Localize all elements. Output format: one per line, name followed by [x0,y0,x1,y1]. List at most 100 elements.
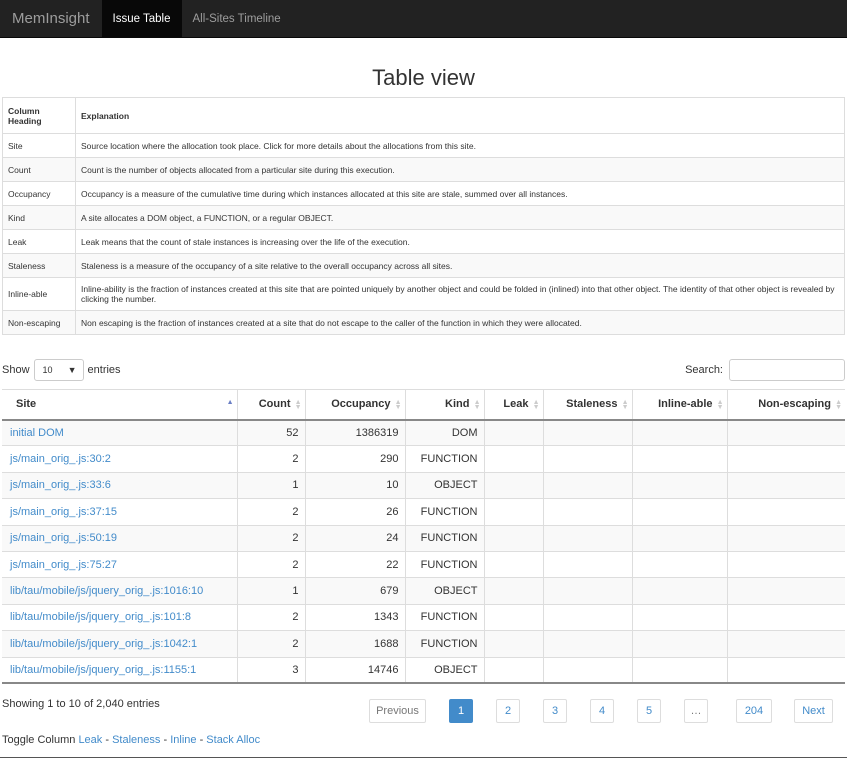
cell-leak [483,524,543,552]
cell-inline-able [631,630,727,658]
cell-staleness [542,445,632,473]
explanation-cell: Non escaping is the fraction of instance… [75,310,845,335]
site-link[interactable]: lib/tau/mobile/js/jquery_orig_.js:1155:1 [10,663,197,676]
cell-count: 52 [236,418,305,446]
column-header-non-escaping[interactable]: Non-escaping ▲ ▼ [726,389,845,421]
next-button[interactable]: Next [794,699,833,723]
nav-issue-table[interactable]: Issue Table [101,0,182,37]
brand[interactable]: MemInsight [12,10,90,27]
cell-inline-able [631,471,727,499]
cell-staleness [542,603,632,631]
cell-occupancy: 26 [304,498,405,526]
toggle-stack-alloc[interactable]: Stack Alloc [206,734,261,746]
sort-both-icon: ▲ ▼ [621,399,629,411]
site-link[interactable]: js/main_orig_.js:33:6 [10,479,111,492]
page-button-2[interactable]: 2 [496,699,520,723]
column-header-inline-able[interactable]: Inline-able ▲ ▼ [631,389,727,421]
explanation-header-row: Column Heading Explanation [2,97,845,134]
table-row: js/main_orig_.js:50:19 2 24 FUNCTION [2,524,845,552]
page-size-select[interactable]: 10 ▼ [33,359,84,381]
site-link[interactable]: js/main_orig_.js:37:15 [10,505,118,518]
navbar: MemInsight Issue Table All-Sites Timelin… [0,0,847,38]
column-header-kind[interactable]: Kind ▲ ▼ [404,389,484,421]
sort-both-icon: ▲ ▼ [394,399,402,411]
page-button-4[interactable]: 4 [590,699,614,723]
site-link[interactable]: lib/tau/mobile/js/jquery_orig_.js:1016:1… [10,585,204,598]
page-button-3[interactable]: 3 [543,699,567,723]
search-input[interactable] [729,359,845,381]
page-length-control: Show 10 ▼ entries [2,359,121,381]
column-header-label: Non-escaping [758,398,831,411]
toggle-leak[interactable]: Leak [78,734,103,746]
cell-kind: OBJECT [404,577,484,605]
cell-staleness [542,577,632,605]
cell-site[interactable]: js/main_orig_.js:37:15 [2,498,237,526]
cell-site[interactable]: js/main_orig_.js:30:2 [2,445,237,473]
cell-non-escaping [726,630,845,658]
cell-kind: FUNCTION [404,498,484,526]
explanation-row: Inline-able Inline-ability is the fractio… [2,277,845,311]
page-button-204[interactable]: 204 [736,699,772,723]
site-link[interactable]: js/main_orig_.js:75:27 [10,558,118,571]
site-link[interactable]: initial DOM [10,426,64,439]
page-button-1[interactable]: 1 [449,699,473,723]
cell-inline-able [631,418,727,446]
column-header-occupancy[interactable]: Occupancy ▲ ▼ [304,389,405,421]
explanation-row: Kind A site allocates a DOM object, a FUN… [2,205,845,230]
cell-inline-able [631,603,727,631]
cell-site[interactable]: lib/tau/mobile/js/jquery_orig_.js:1155:1 [2,656,237,685]
sort-both-icon: ▲ ▼ [473,399,481,411]
toggle-staleness[interactable]: Staleness [112,734,161,746]
column-header-staleness[interactable]: Staleness ▲ ▼ [542,389,632,421]
column-header-site[interactable]: Site ▲ [2,389,237,421]
cell-non-escaping [726,656,845,685]
column-header-leak[interactable]: Leak ▲ ▼ [483,389,543,421]
sort-asc-icon: ▲ [226,399,234,406]
column-header-label: Staleness [566,398,618,411]
site-link[interactable]: js/main_orig_.js:30:2 [10,453,111,466]
cell-site[interactable]: lib/tau/mobile/js/jquery_orig_.js:1042:1 [2,630,237,658]
cell-non-escaping [726,445,845,473]
site-link[interactable]: js/main_orig_.js:50:19 [10,532,118,545]
table-row: js/main_orig_.js:75:27 2 22 FUNCTION [2,550,845,578]
cell-count: 2 [236,603,305,631]
cell-kind: DOM [404,418,484,446]
page-title: Table view [372,65,475,90]
explanation-table: Column Heading Explanation Site Source loca… [2,97,845,335]
explanation-cell: Count is the number of objects allocated… [75,157,845,182]
cell-staleness [542,471,632,499]
separator: - [105,734,110,746]
cell-staleness [542,498,632,526]
column-heading-cell: Occupancy [2,181,76,206]
cell-count: 1 [236,577,305,605]
explanation-header-cell: Column Heading [2,97,76,134]
nav-all-sites-timeline[interactable]: All-Sites Timeline [192,12,281,25]
cell-inline-able [631,524,727,552]
column-header-count[interactable]: Count ▲ ▼ [236,389,305,421]
cell-occupancy: 679 [304,577,405,605]
previous-button[interactable]: Previous [369,699,426,723]
site-link[interactable]: lib/tau/mobile/js/jquery_orig_.js:101:8 [10,611,191,624]
column-heading-cell: Leak [2,229,76,254]
table-row: js/main_orig_.js:37:15 2 26 FUNCTION [2,498,845,526]
explanation-row: Occupancy Occupancy is a measure of the c… [2,181,845,206]
toggle-inline[interactable]: Inline [170,734,197,746]
show-label: Show [2,364,30,376]
cell-occupancy: 10 [304,471,405,499]
cell-site[interactable]: lib/tau/mobile/js/jquery_orig_.js:101:8 [2,603,237,631]
cell-site[interactable]: js/main_orig_.js:50:19 [2,524,237,552]
cell-site[interactable]: lib/tau/mobile/js/jquery_orig_.js:1016:1… [2,577,237,605]
cell-staleness [542,630,632,658]
cell-non-escaping [726,550,845,578]
cell-inline-able [631,656,727,685]
explanation-row: Non-escaping Non escaping is the fraction… [2,310,845,335]
site-link[interactable]: lib/tau/mobile/js/jquery_orig_.js:1042:1 [10,637,198,650]
explanation-header-cell: Explanation [75,97,845,134]
cell-site[interactable]: js/main_orig_.js:33:6 [2,471,237,499]
cell-site[interactable]: initial DOM [2,418,237,446]
cell-non-escaping [726,577,845,605]
page-button-5[interactable]: 5 [637,699,661,723]
issue-table: Site ▲ Count ▲ ▼ Occupancy ▲ ▼ Kind ▲ ▼ Leak ▲ ▼ Stale… [2,389,845,685]
cell-occupancy: 14746 [304,656,405,685]
cell-site[interactable]: js/main_orig_.js:75:27 [2,550,237,578]
